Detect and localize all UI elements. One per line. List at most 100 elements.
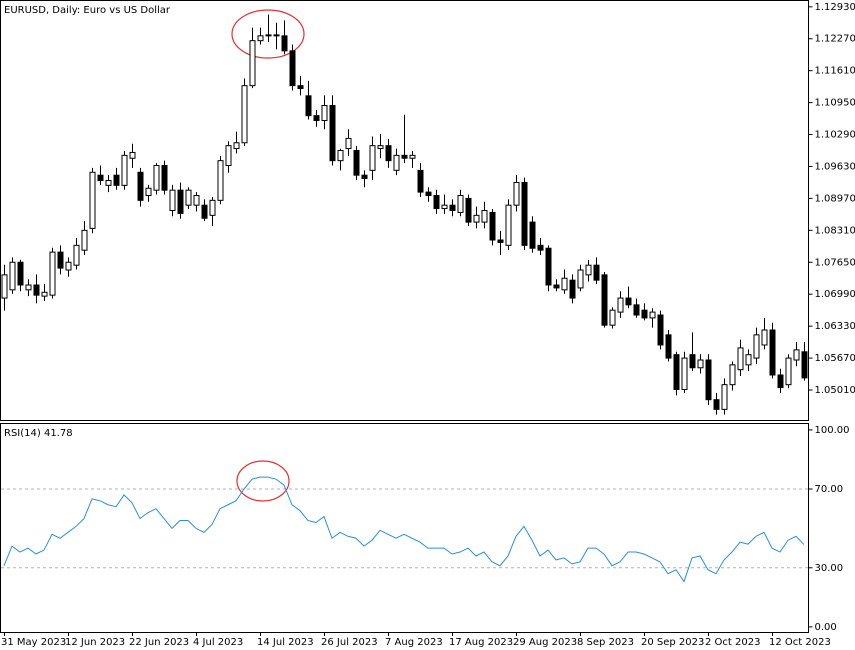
candle-body [569, 279, 576, 299]
candle-body [233, 142, 240, 150]
candle-body [681, 357, 688, 391]
y-tick-label: 1.07650 [815, 257, 855, 268]
y-tick-label: 1.11610 [815, 66, 855, 77]
candle-body [353, 150, 360, 176]
y-tick-label: 1.09630 [815, 161, 855, 172]
candle-body [465, 197, 472, 223]
candle-body [433, 195, 440, 210]
candle-body [737, 347, 744, 371]
candle-body [745, 354, 752, 366]
candle-body [793, 349, 800, 361]
candle-body [377, 145, 384, 150]
candle-body [321, 105, 328, 122]
y-tick-label: 1.05670 [815, 353, 855, 364]
candle-body [545, 247, 552, 286]
candle-body [161, 165, 168, 191]
rsi-title: RSI(14) 41.78 [4, 428, 73, 439]
candle-body [609, 309, 616, 326]
y-tick-label: 1.08970 [815, 193, 855, 204]
candle-body [561, 277, 568, 291]
candle-body [385, 145, 392, 162]
candle-body [369, 145, 376, 171]
candle-body [185, 189, 192, 206]
candle-body [601, 274, 608, 326]
candle-body [673, 354, 680, 391]
candle-body [81, 229, 88, 251]
candle-body [297, 85, 304, 90]
price-panel [0, 0, 809, 421]
candle-body [249, 40, 256, 87]
candle-body [633, 304, 640, 316]
candle-body [441, 204, 448, 210]
y-tick-label: 1.10290 [815, 130, 855, 141]
y-tick-label: 1.05010 [815, 385, 855, 396]
highlight-ellipse [236, 460, 290, 502]
candle-body [393, 154, 400, 171]
y-tick-label: 1.12270 [815, 34, 855, 45]
candle-body [649, 311, 656, 319]
candle-body [425, 191, 432, 197]
candle-body [665, 334, 672, 359]
candle-body [305, 95, 312, 117]
candle-body [145, 187, 152, 197]
candle-body [97, 174, 104, 182]
y-tick-label: 1.06990 [815, 289, 855, 300]
x-tick-label: 2 Oct 2023 [705, 637, 760, 648]
candle-body [129, 151, 136, 159]
x-tick-label: 31 May 2023 [1, 637, 66, 648]
candle-body [489, 211, 496, 241]
candle-body [753, 334, 760, 359]
candle-body [137, 171, 144, 201]
candle-body [449, 204, 456, 211]
x-tick-label: 4 Jul 2023 [193, 637, 243, 648]
candle-body [625, 297, 632, 306]
candle-body [657, 314, 664, 346]
candle-body [273, 34, 280, 37]
candle-body [241, 85, 248, 144]
candle-body [689, 354, 696, 369]
candle-body [617, 297, 624, 313]
candle-body [641, 309, 648, 319]
x-tick-label: 26 Jul 2023 [321, 637, 378, 648]
candle-body [313, 115, 320, 122]
candle-body [593, 264, 600, 281]
candle-body [329, 105, 336, 162]
candle-body [585, 264, 592, 276]
x-tick-label: 29 Aug 2023 [513, 637, 577, 648]
candle-body [729, 364, 736, 386]
candle-body [537, 244, 544, 251]
candle-body [177, 189, 184, 214]
candle-body [25, 284, 32, 291]
candle-body [361, 174, 368, 180]
candle-body [153, 165, 160, 191]
candle-body [65, 261, 72, 271]
candle-body [513, 181, 520, 206]
candle-body [169, 189, 176, 212]
x-tick-label: 22 Jun 2023 [129, 637, 189, 648]
candle-body [521, 181, 528, 246]
x-tick-label: 12 Oct 2023 [769, 637, 831, 648]
candle-body [785, 357, 792, 386]
candle-body [577, 269, 584, 289]
candle-body [17, 261, 24, 286]
candle-body [497, 239, 504, 243]
candle-body [401, 154, 408, 159]
y-tick-label: 100.00 [815, 425, 850, 436]
y-tick-label: 30.00 [815, 563, 844, 574]
candle-body [41, 291, 48, 297]
candle-body [761, 329, 768, 346]
candle-body [553, 284, 560, 289]
candle-body [481, 210, 488, 223]
candle-body [345, 137, 352, 150]
candle-body [713, 399, 720, 410]
candle-body [801, 351, 808, 379]
y-tick-label: 1.12930 [815, 2, 855, 13]
x-tick-label: 7 Aug 2023 [385, 637, 443, 648]
candle-body [505, 204, 512, 246]
highlight-ellipse [231, 9, 305, 59]
candle-body [209, 199, 216, 216]
candle-body [89, 171, 96, 229]
y-tick-label: 1.10950 [815, 98, 855, 109]
candle-body [33, 284, 40, 296]
